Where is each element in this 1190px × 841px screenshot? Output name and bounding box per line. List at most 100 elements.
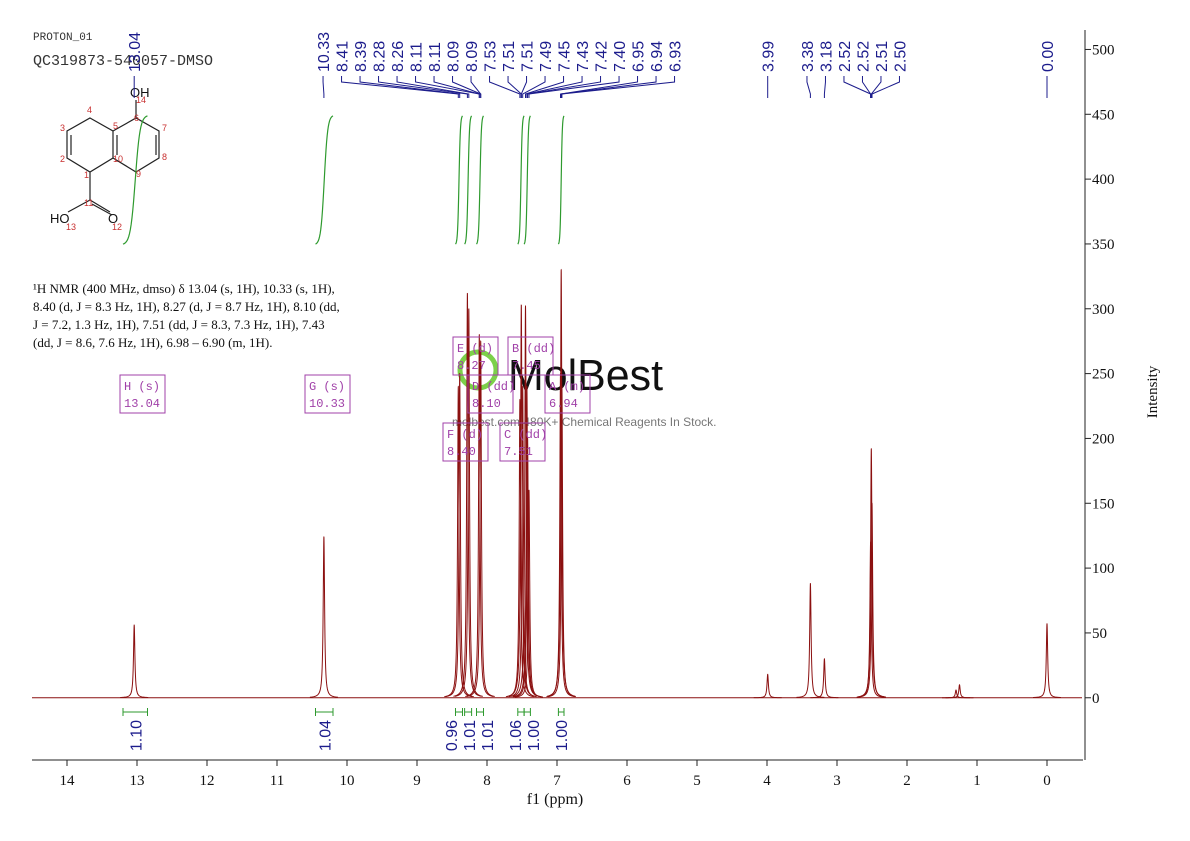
peak-label: 2.50 — [892, 41, 909, 72]
peak-label: 13.04 — [127, 32, 144, 72]
integral-curve — [464, 115, 473, 245]
peak-label-leader — [507, 76, 522, 98]
peak — [508, 385, 537, 698]
atom-number: 7 — [162, 123, 167, 133]
peak — [857, 502, 887, 698]
integral-label: 0.96 — [444, 720, 461, 751]
peak — [796, 583, 825, 698]
peak-label: 0.00 — [1040, 41, 1057, 72]
x-tick-label: 14 — [60, 773, 76, 789]
atom-number: 3 — [60, 123, 65, 133]
peak-label-leader — [528, 76, 620, 98]
description-line: (dd, J = 8.6, 7.6 Hz, 1H), 6.98 – 6.90 (… — [33, 335, 273, 350]
peak-label: 3.38 — [800, 41, 817, 72]
peak-label-leader — [870, 76, 882, 98]
peak-label-leader — [322, 76, 325, 98]
atom-number: 9 — [136, 169, 141, 179]
x-tick-label: 1 — [973, 773, 981, 789]
peak-label: 7.42 — [594, 41, 611, 72]
y-tick-label: 150 — [1092, 496, 1115, 512]
peak-label-leader — [527, 76, 602, 98]
multiplet-shift: 8.40 — [447, 445, 476, 459]
peak-label: 6.95 — [631, 41, 648, 72]
peak-label: 7.40 — [612, 41, 629, 72]
atom-number: 13 — [66, 222, 76, 232]
peak — [513, 437, 542, 698]
atom-group: OH — [130, 85, 150, 100]
peak-label: 2.52 — [837, 41, 854, 72]
y-tick-label: 100 — [1092, 561, 1115, 577]
peak-label: 7.49 — [538, 41, 555, 72]
peak — [505, 398, 534, 698]
multiplet-name: F (d) — [447, 428, 483, 442]
peak-label: 8.26 — [390, 41, 407, 72]
integral-bracket — [455, 708, 463, 716]
peak-label: 8.41 — [335, 41, 352, 72]
description-line: ¹H NMR (400 MHz, dmso) δ 13.04 (s, 1H), … — [33, 281, 335, 296]
peak-label: 3.99 — [761, 41, 778, 72]
peak-label-leader — [843, 76, 872, 98]
x-axis-label: f1 (ppm) — [527, 791, 583, 808]
integral-curve — [517, 115, 525, 245]
multiplet-name: H (s) — [124, 380, 160, 394]
integral-label: 1.00 — [554, 720, 571, 751]
peak-label: 8.39 — [353, 41, 370, 72]
peak — [454, 308, 483, 697]
peak-label: 8.28 — [372, 41, 389, 72]
atom-number: 1 — [84, 170, 89, 180]
multiplet-name: G (s) — [309, 380, 345, 394]
peak-label: 7.51 — [520, 41, 537, 72]
integral-bracket — [557, 708, 565, 716]
peak-label-leader — [560, 76, 657, 98]
x-tick-label: 12 — [200, 773, 215, 789]
peak — [945, 684, 974, 699]
watermark-tagline: molbest.com 480K+ Chemical Reagents In S… — [452, 415, 716, 429]
atom-group: HO — [50, 211, 70, 226]
x-tick-label: 13 — [130, 773, 145, 789]
y-tick-label: 250 — [1092, 367, 1115, 383]
atom-number: 12 — [112, 222, 122, 232]
multiplet-shift: 7.45 — [512, 359, 541, 373]
peak-label-leader — [452, 76, 482, 98]
integral-label: 1.06 — [508, 720, 525, 751]
x-tick-label: 10 — [340, 773, 355, 789]
integral-label: 1.01 — [462, 720, 479, 751]
peak-label-leader — [396, 76, 470, 98]
peak-label: 2.52 — [855, 41, 872, 72]
x-tick-label: 3 — [833, 773, 841, 789]
integral-label: 1.00 — [526, 720, 543, 751]
peak — [465, 334, 494, 697]
x-tick-label: 8 — [483, 773, 491, 789]
y-tick-label: 200 — [1092, 431, 1115, 447]
peak — [466, 340, 495, 697]
x-tick-label: 5 — [693, 773, 701, 789]
peak-label-leader — [806, 76, 811, 98]
bonds — [66, 100, 160, 216]
y-tick-label: 300 — [1092, 302, 1115, 318]
peak-label: 6.94 — [649, 41, 666, 72]
peak-label-leader — [520, 76, 528, 98]
atom-number: 8 — [162, 152, 167, 162]
x-tick-label: 9 — [413, 773, 421, 789]
multiplet-name: A (m) — [549, 380, 585, 394]
integral-curve — [557, 115, 565, 245]
peak — [120, 624, 149, 698]
atom-number: 10 — [113, 154, 123, 164]
peak-label-leader — [341, 76, 459, 98]
description-line: 8.40 (d, J = 8.3 Hz, 1H), 8.27 (d, J = 8… — [33, 299, 340, 314]
peak — [1032, 623, 1062, 698]
multiplet-name: E (d) — [457, 342, 493, 356]
peak-label: 8.11 — [409, 42, 426, 72]
peak-label: 7.51 — [501, 41, 518, 72]
peak-label: 3.18 — [818, 41, 835, 72]
peak-label-leader — [489, 76, 521, 98]
x-tick-label: 2 — [903, 773, 911, 789]
x-tick-label: 4 — [763, 773, 771, 789]
atom-number: 2 — [60, 154, 65, 164]
description-line: J = 7.2, 1.3 Hz, 1H), 7.51 (dd, J = 8.3,… — [33, 317, 325, 332]
integral-bracket — [315, 708, 334, 716]
multiplet-box — [467, 374, 514, 414]
multiplet-shift: 8.27 — [457, 359, 486, 373]
